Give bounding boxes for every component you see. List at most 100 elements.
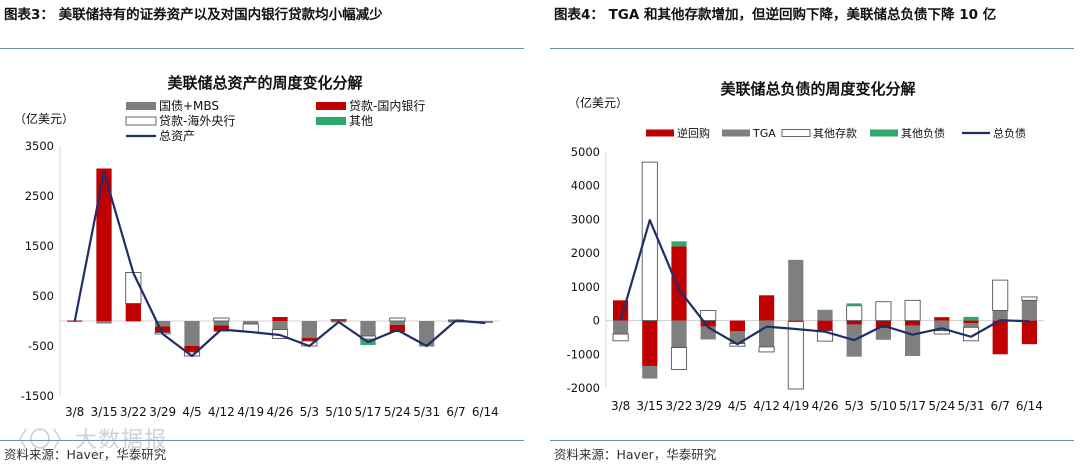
bar-segment [360,321,376,336]
legend-key-swatch [646,129,674,137]
y-tick-label: 2000 [571,246,600,260]
bar-segment [963,316,979,321]
x-tick-label: 4/5 [182,405,201,419]
y-tick-label: 2500 [25,189,54,203]
chart-title: 美联储总负债的周度变化分解 [720,80,915,98]
bar-segment [963,320,979,324]
bar-segment [213,321,229,326]
x-tick-label: 4/26 [267,405,294,419]
bar-segment [243,321,259,324]
bar-segment [155,321,171,327]
bar-segment [933,330,950,335]
y-tick-label: 1000 [571,280,600,294]
bar-segment [846,320,862,325]
bar-segment [1021,296,1038,301]
x-tick-label: 3/22 [666,399,693,413]
x-tick-label: 6/14 [1016,399,1043,413]
y-tick-label: -1000 [567,347,600,361]
bar-segment [419,321,435,347]
bar-segment [96,168,112,321]
x-tick-label: 4/19 [782,399,809,413]
figure-3-heading: 图表3： 美联储持有的证券资产以及对国内银行贷款均小幅减少 [4,7,383,23]
x-tick-label: 4/19 [237,405,264,419]
x-tick-label: 6/7 [991,399,1010,413]
bar-segment [301,338,317,341]
bar-segment [184,321,200,346]
bar-segment [817,309,833,321]
bar-segment [671,241,687,247]
x-tick-label: 3/15 [636,399,663,413]
bar-segment [905,325,921,356]
bar-segment [389,317,406,322]
legend-label: 国债+MBS [159,99,219,113]
y-tick-label: 3000 [571,212,600,226]
bar-segment [759,295,775,321]
legend-label: 逆回购 [677,126,710,140]
bar-segment [729,320,745,332]
legend-label: 总资产 [159,129,195,143]
bar-segment [184,346,200,352]
bar-segment [272,321,288,330]
bar-segment [787,321,804,390]
bar-segment [759,320,775,347]
x-tick-label: 5/3 [300,405,319,419]
legend-key-swatch [316,117,346,125]
bar-segment [963,323,979,328]
bar-segment [934,317,950,321]
legend-label: 其他 [349,114,373,128]
heading-divider [550,48,1074,49]
bar-segment [875,301,892,322]
x-tick-label: 3/8 [611,399,630,413]
x-tick-label: 3/15 [91,405,118,419]
legend-label: 其他负债 [901,126,945,140]
legend-label: 其他存款 [813,126,857,140]
x-tick-label: 6/7 [446,405,465,419]
bar-segment [389,321,405,325]
y-tick-label: 4000 [571,179,600,193]
watermark-logo: 〈〇〉大数据报 [6,428,168,453]
x-tick-label: 5/24 [384,405,411,419]
legend-key-swatch [722,129,750,137]
source-note: 资料来源：Haver，华泰研究 [4,447,167,462]
legend-key-swatch [316,102,346,110]
x-tick-label: 5/17 [355,405,382,419]
bar-segment [389,325,405,332]
y-axis-unit-label: （亿美元） [568,95,628,110]
bar-segment [125,321,141,322]
bar-segment [992,310,1008,321]
y-tick-label: 500 [32,289,54,303]
bar-segment [905,320,921,326]
legend-label: 贷款-海外央行 [159,113,235,128]
bar-segment [125,303,141,321]
y-tick-label: -2000 [567,381,600,395]
heading-divider [0,48,524,49]
bar-segment [612,333,629,342]
x-tick-label: 4/5 [728,399,747,413]
bar-segment [1021,320,1037,345]
y-tick-label: -1500 [21,389,54,403]
bar-segment [213,317,230,322]
bar-segment [700,320,716,327]
bar-segment [155,326,171,333]
bar-segment [330,319,347,321]
y-tick-label: -500 [28,339,54,353]
bar-segment [671,320,687,348]
x-tick-label: 5/10 [870,399,897,413]
bar-segment [641,161,658,322]
x-tick-label: 5/31 [958,399,985,413]
bar-segment [272,317,288,321]
bar-segment [729,331,745,344]
bar-segment [613,320,629,335]
x-tick-label: 4/12 [753,399,780,413]
total-line [619,219,1030,346]
bar-segment [670,347,688,370]
bar-segment [934,320,950,331]
bar-segment [788,320,804,322]
bar-segment [125,272,142,304]
bar-segment [817,320,833,331]
footer-divider [550,440,1074,441]
x-tick-label: 5/10 [325,405,352,419]
x-tick-label: 5/24 [928,399,955,413]
legend-key-swatch [126,102,156,110]
bar-segment [301,321,317,338]
